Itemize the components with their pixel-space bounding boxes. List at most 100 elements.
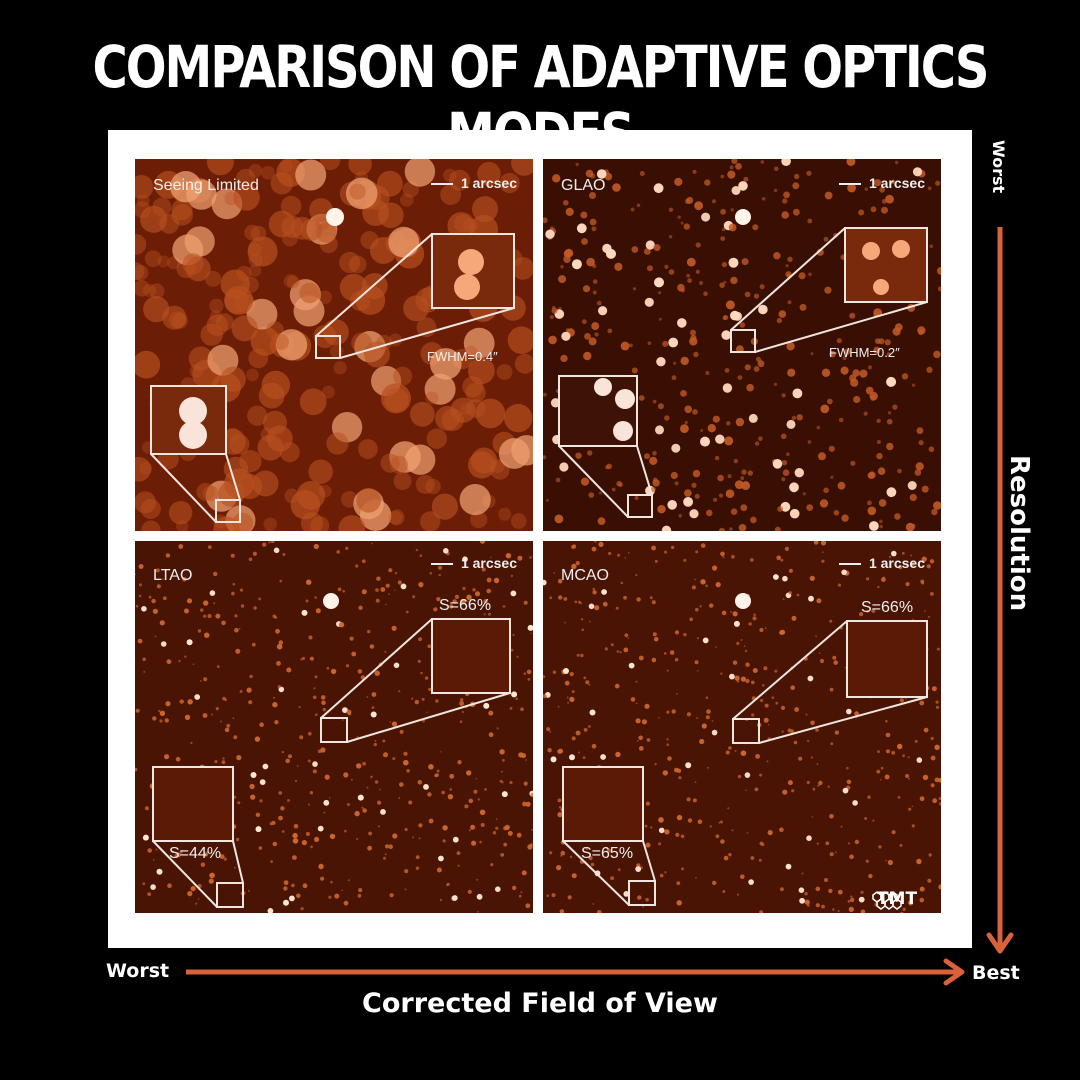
star [370, 775, 373, 779]
star [877, 585, 880, 589]
star [666, 743, 670, 746]
star [779, 630, 784, 635]
star [759, 773, 763, 777]
star [441, 790, 446, 795]
star [427, 792, 432, 797]
star [612, 183, 621, 192]
star [527, 677, 531, 681]
star [847, 842, 850, 845]
fwhm-label: FWHM=0.2″ [829, 345, 900, 360]
star [895, 160, 899, 165]
star [761, 197, 766, 201]
star [488, 612, 491, 616]
star [744, 772, 751, 778]
star [190, 741, 193, 745]
star [938, 802, 941, 806]
star [852, 369, 860, 377]
star [280, 195, 302, 217]
star [773, 188, 778, 193]
star [344, 829, 347, 833]
star [592, 279, 598, 284]
star [666, 669, 669, 672]
star [818, 652, 821, 654]
star [392, 833, 398, 839]
star [355, 564, 359, 568]
star [734, 675, 740, 681]
star [189, 364, 203, 378]
star [720, 672, 723, 675]
star [787, 728, 792, 733]
star [662, 340, 669, 347]
star [706, 509, 713, 517]
star [196, 482, 215, 501]
star [591, 322, 600, 331]
star [721, 610, 727, 616]
star [668, 235, 673, 239]
star [268, 210, 296, 238]
star [699, 605, 702, 608]
star [664, 829, 670, 835]
star [886, 442, 894, 451]
star [564, 621, 566, 624]
star [239, 588, 244, 592]
star [301, 609, 308, 616]
star [624, 633, 629, 638]
star [680, 390, 687, 397]
star [874, 338, 881, 344]
star [168, 501, 193, 525]
star [689, 617, 693, 622]
star [598, 541, 604, 547]
star [820, 541, 827, 546]
star [234, 614, 238, 618]
star [807, 739, 810, 743]
star [449, 773, 455, 779]
star [743, 645, 746, 647]
star [930, 783, 935, 788]
star [854, 839, 860, 845]
star [239, 450, 262, 473]
star [431, 493, 458, 520]
star [135, 175, 154, 199]
star [704, 179, 711, 186]
star [463, 327, 495, 359]
star [527, 624, 533, 631]
star [561, 331, 571, 341]
star [357, 893, 362, 898]
star [142, 657, 146, 662]
star [824, 286, 832, 294]
star [614, 262, 623, 271]
star [518, 894, 522, 898]
star [281, 830, 285, 833]
star [575, 162, 579, 167]
star [833, 660, 838, 665]
star [727, 807, 730, 810]
star [588, 683, 591, 686]
star [923, 727, 929, 733]
star [309, 656, 314, 661]
star [439, 898, 443, 902]
star [312, 695, 317, 700]
star [775, 701, 779, 705]
star [841, 514, 849, 522]
star [275, 329, 308, 361]
star [758, 436, 763, 442]
star [637, 739, 639, 742]
star [155, 848, 158, 851]
star [638, 735, 643, 741]
star [751, 713, 755, 717]
star [159, 620, 165, 626]
star [662, 770, 668, 776]
star [684, 489, 692, 497]
star [653, 636, 659, 642]
star [468, 451, 496, 479]
star [358, 605, 363, 610]
star [270, 860, 273, 863]
star [479, 809, 486, 816]
star [209, 298, 224, 314]
star [393, 366, 413, 386]
star [504, 403, 533, 433]
star [301, 840, 307, 846]
star [712, 880, 717, 886]
star [165, 701, 171, 707]
star [270, 541, 275, 543]
